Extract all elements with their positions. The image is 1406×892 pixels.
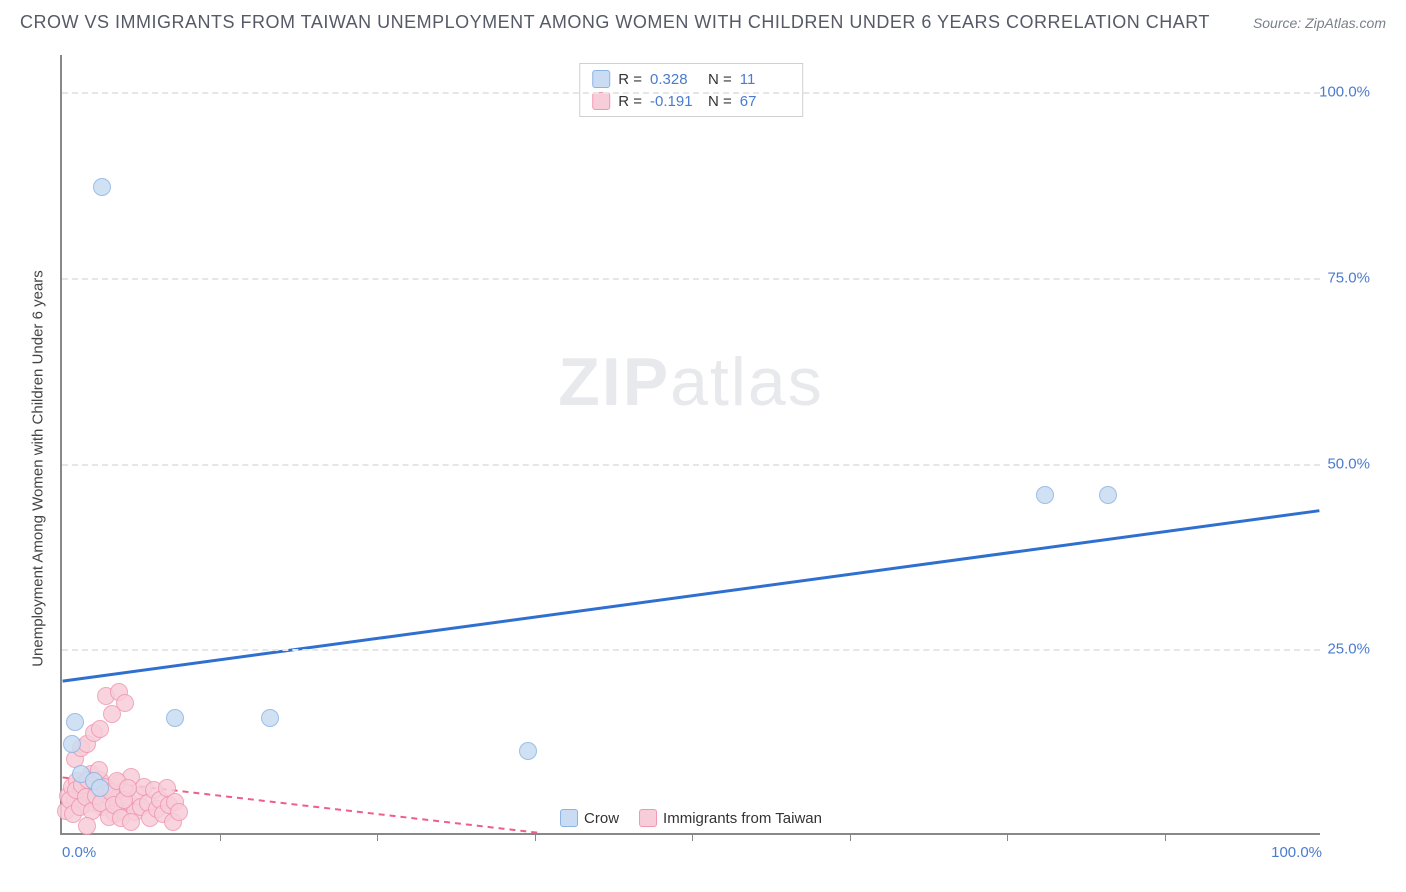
correlation-legend-row-1: R = 0.328 N = 11 [592, 68, 790, 90]
watermark: ZIPatlas [558, 343, 823, 421]
y-tick-label: 25.0% [1327, 641, 1370, 658]
watermark-zip: ZIP [558, 344, 670, 420]
chart-area: Unemployment Among Women with Children U… [50, 55, 1370, 865]
data-point [166, 709, 184, 727]
gridline [62, 464, 1320, 466]
n-label: N = [708, 93, 732, 110]
trend-lines [62, 55, 1320, 833]
data-point [63, 735, 81, 753]
data-point [91, 779, 109, 797]
series-legend: Crow Immigrants from Taiwan [560, 809, 822, 827]
n-value-2: 67 [740, 93, 790, 110]
data-point [261, 709, 279, 727]
swatch-series-1 [592, 70, 610, 88]
gridline [62, 649, 1320, 651]
n-label: N = [708, 71, 732, 88]
gridline [62, 92, 1320, 94]
data-point [93, 178, 111, 196]
y-tick-label: 50.0% [1327, 455, 1370, 472]
chart-header: CROW VS IMMIGRANTS FROM TAIWAN UNEMPLOYM… [20, 12, 1386, 33]
data-point [119, 779, 137, 797]
r-value-2: -0.191 [650, 93, 700, 110]
x-tick [1165, 833, 1166, 841]
x-tick [535, 833, 536, 841]
x-tick [220, 833, 221, 841]
gridline [62, 278, 1320, 280]
swatch-series-1-icon [560, 809, 578, 827]
data-point [91, 720, 109, 738]
y-tick-label: 75.0% [1327, 269, 1370, 286]
x-tick [1007, 833, 1008, 841]
data-point [116, 694, 134, 712]
x-tick [377, 833, 378, 841]
trend-line [63, 511, 1320, 681]
data-point [1099, 486, 1117, 504]
data-point [519, 742, 537, 760]
x-tick [850, 833, 851, 841]
data-point [78, 817, 96, 835]
legend-item-1: Crow [560, 809, 619, 827]
x-tick-label: 100.0% [1271, 844, 1322, 861]
swatch-series-2 [592, 92, 610, 110]
data-point [122, 813, 140, 831]
correlation-legend: R = 0.328 N = 11 R = -0.191 N = 67 [579, 63, 803, 117]
x-tick [692, 833, 693, 841]
watermark-atlas: atlas [670, 344, 824, 420]
legend-item-2: Immigrants from Taiwan [639, 809, 822, 827]
data-point [66, 713, 84, 731]
chart-source: Source: ZipAtlas.com [1253, 15, 1386, 31]
r-label: R = [618, 71, 642, 88]
n-value-1: 11 [740, 71, 790, 88]
data-point [1036, 486, 1054, 504]
swatch-series-2-icon [639, 809, 657, 827]
x-tick-label: 0.0% [62, 844, 96, 861]
r-value-1: 0.328 [650, 71, 700, 88]
y-axis-label: Unemployment Among Women with Children U… [30, 270, 47, 667]
scatter-plot: ZIPatlas R = 0.328 N = 11 R = -0.191 N =… [60, 55, 1320, 835]
legend-label-1: Crow [584, 810, 619, 827]
y-tick-label: 100.0% [1319, 84, 1370, 101]
chart-title: CROW VS IMMIGRANTS FROM TAIWAN UNEMPLOYM… [20, 12, 1210, 33]
r-label: R = [618, 93, 642, 110]
data-point [170, 803, 188, 821]
legend-label-2: Immigrants from Taiwan [663, 810, 822, 827]
